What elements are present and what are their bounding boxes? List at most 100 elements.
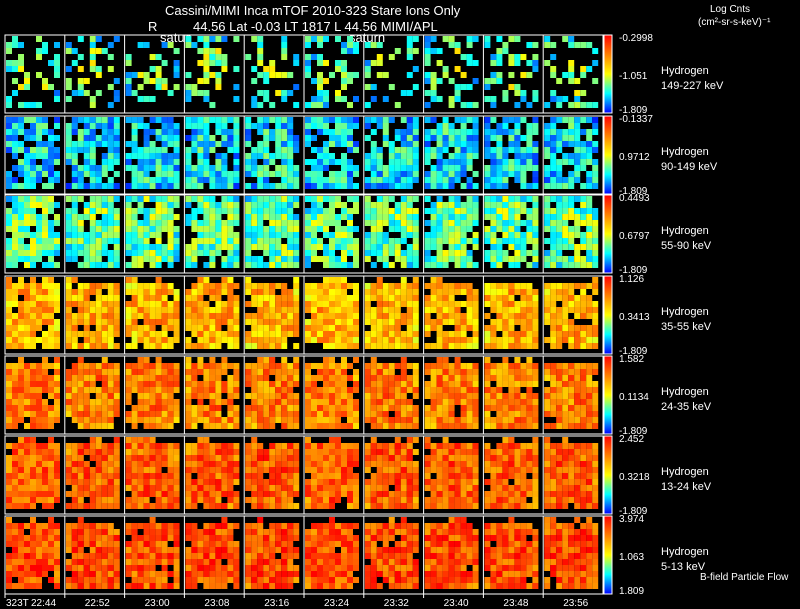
pixel-cell [101, 405, 108, 411]
energy-panel [4, 435, 613, 515]
pixel-cell [95, 141, 102, 147]
pixel-cell [137, 479, 144, 485]
pixel-cell [556, 337, 563, 343]
pixel-cell [245, 417, 252, 423]
pixel-cell [161, 375, 168, 381]
pixel-cell [335, 289, 341, 295]
pixel-cell [490, 54, 497, 60]
pixel-cell [430, 387, 437, 393]
pixel-cell [568, 363, 575, 369]
pixel-cell [353, 491, 359, 497]
pixel-cell [430, 301, 437, 307]
pixel-cell [215, 449, 222, 455]
pixel-cell [42, 503, 48, 509]
pixel-cell [323, 165, 329, 171]
pixel-cell [83, 135, 90, 141]
pixel-cell [436, 455, 443, 461]
pixel-cell [317, 337, 323, 343]
pixel-cell [335, 437, 341, 443]
pixel-cell [514, 250, 521, 256]
pixel-cell [454, 208, 461, 214]
pixel-cell [251, 102, 258, 108]
pixel-cell [550, 196, 557, 202]
pixel-cell [454, 455, 461, 461]
pixel-cell [317, 313, 323, 319]
pixel-cell [454, 256, 461, 262]
pixel-cell [526, 375, 533, 381]
pixel-cell [113, 90, 120, 96]
pixel-cell [347, 503, 353, 509]
pixel-cell [502, 96, 509, 102]
pixel-cell [472, 102, 479, 108]
pixel-cell [167, 117, 174, 123]
pixel-cell [364, 313, 371, 319]
pixel-cell [167, 301, 174, 307]
pixel-cell [42, 289, 48, 295]
pixel-cell [430, 202, 437, 208]
pixel-cell [568, 337, 575, 343]
pixel-cell [36, 72, 42, 78]
pixel-cell [370, 232, 377, 238]
pixel-cell [376, 220, 383, 226]
pixel-cell [370, 153, 377, 159]
pixel-cell [42, 165, 48, 171]
pixel-cell [532, 165, 539, 171]
pixel-cell [412, 171, 419, 177]
pixel-cell [221, 202, 228, 208]
pixel-cell [436, 375, 443, 381]
pixel-cell [592, 238, 599, 244]
image-frame [65, 196, 120, 268]
pixel-cell [101, 461, 108, 467]
pixel-cell [18, 202, 24, 208]
pixel-cell [203, 129, 210, 135]
pixel-cell [221, 313, 228, 319]
pixel-cell [209, 479, 216, 485]
pixel-cell [155, 479, 162, 485]
pixel-cell [329, 423, 335, 429]
pixel-cell [502, 42, 509, 48]
pixel-cell [30, 325, 36, 331]
pixel-cell [526, 135, 533, 141]
pixel-cell [137, 411, 144, 417]
pixel-cell [400, 159, 407, 165]
pixel-cell [54, 96, 60, 102]
pixel-cell [18, 461, 24, 467]
pixel-cell [149, 226, 156, 232]
pixel-cell [77, 301, 84, 307]
panel-border [4, 115, 604, 195]
pixel-cell [233, 262, 240, 268]
pixel-cell [209, 485, 216, 491]
pixel-cell [287, 289, 294, 295]
pixel-cell [107, 129, 114, 135]
pixel-cell [227, 141, 234, 147]
pixel-cell [95, 423, 102, 429]
pixel-cell [233, 147, 240, 153]
pixel-cell [556, 232, 563, 238]
pixel-cell [173, 244, 180, 250]
pixel-cell [215, 497, 222, 503]
pixel-cell [77, 141, 84, 147]
pixel-cell [430, 220, 437, 226]
pixel-cell [382, 405, 389, 411]
pixel-cell [335, 423, 341, 429]
pixel-cell [424, 42, 431, 48]
pixel-cell [347, 238, 353, 244]
pixel-cell [263, 135, 270, 141]
pixel-cell [203, 325, 210, 331]
pixel-cell [329, 319, 335, 325]
pixel-cell [113, 331, 120, 337]
pixel-cell [191, 485, 198, 491]
pixel-cell [400, 399, 407, 405]
pixel-cell [251, 393, 258, 399]
pixel-cell [526, 42, 533, 48]
pixel-cell [71, 301, 78, 307]
pixel-cell [197, 393, 204, 399]
pixel-cell [293, 171, 300, 177]
pixel-cell [568, 72, 575, 78]
pixel-cell [353, 295, 359, 301]
pixel-cell [161, 455, 168, 461]
pixel-cell [209, 331, 216, 337]
pixel-cell [556, 307, 563, 313]
pixel-cell [107, 313, 114, 319]
pixel-cell [71, 214, 78, 220]
